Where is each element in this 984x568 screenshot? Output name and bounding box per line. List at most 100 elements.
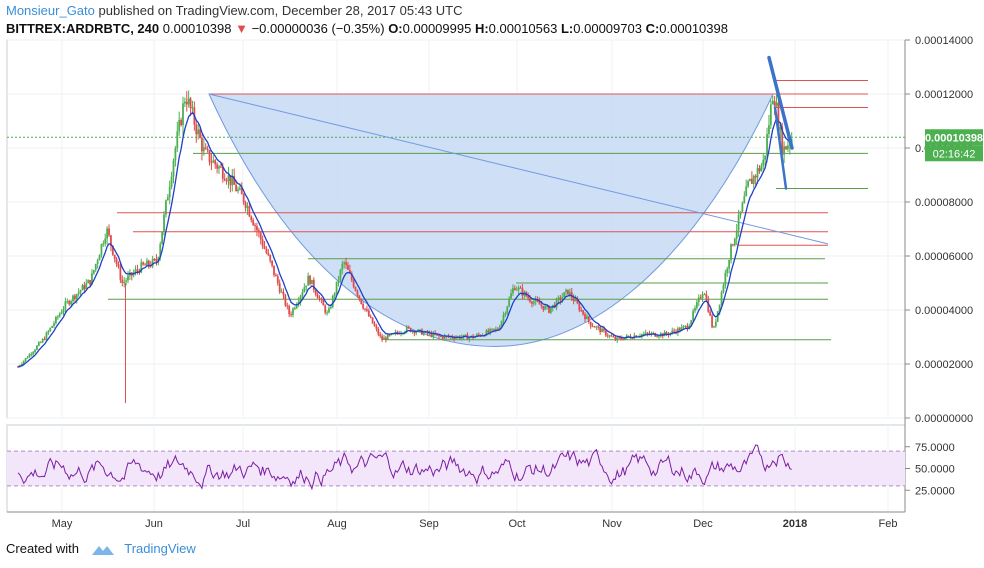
candle-body bbox=[55, 316, 57, 324]
candle-body bbox=[123, 281, 126, 284]
candle-body bbox=[331, 295, 334, 307]
candle-body bbox=[259, 232, 262, 240]
candle-body bbox=[642, 333, 645, 335]
candle-body bbox=[66, 301, 69, 303]
y-tick-label: 0.00006000 bbox=[915, 251, 973, 263]
candle-body bbox=[24, 358, 27, 361]
candle-body bbox=[153, 259, 156, 261]
candle-body bbox=[204, 147, 207, 149]
candle-body bbox=[680, 327, 683, 331]
candle-body bbox=[493, 328, 495, 330]
candle-body bbox=[546, 305, 548, 307]
candle-body bbox=[39, 342, 42, 344]
low-value: 0.00009703 bbox=[573, 21, 642, 36]
candle-body bbox=[432, 332, 435, 337]
candle-body bbox=[227, 175, 230, 182]
candle-body bbox=[568, 291, 571, 295]
candle-body bbox=[671, 330, 674, 333]
candle-body bbox=[155, 259, 158, 263]
candle-body bbox=[591, 326, 594, 328]
candle-body bbox=[117, 264, 120, 267]
tradingview-link[interactable]: TradingView bbox=[124, 541, 196, 556]
candle-body bbox=[36, 345, 38, 350]
candle-body bbox=[563, 292, 566, 298]
candle-body bbox=[324, 305, 327, 313]
candle-body bbox=[102, 243, 105, 245]
last-price-badge bbox=[925, 129, 983, 146]
candle-body bbox=[718, 304, 721, 312]
candle-body bbox=[170, 176, 173, 187]
candle-body bbox=[606, 335, 609, 337]
candle-body bbox=[339, 269, 342, 281]
candle-body bbox=[111, 245, 114, 255]
candle-body bbox=[635, 335, 638, 338]
candle-body bbox=[381, 336, 383, 340]
candle-body bbox=[278, 283, 281, 293]
candle-body bbox=[603, 328, 605, 331]
candle-body bbox=[386, 334, 389, 340]
candle-body bbox=[589, 321, 592, 327]
candle-body bbox=[405, 326, 408, 332]
candle-body bbox=[743, 196, 746, 203]
candle-body bbox=[783, 146, 786, 155]
candle-body bbox=[379, 334, 382, 337]
candle-body bbox=[773, 100, 776, 106]
candle-body bbox=[521, 288, 524, 296]
candle-body bbox=[766, 134, 768, 156]
candle-body bbox=[604, 330, 607, 336]
candle-body bbox=[646, 332, 649, 334]
candle-body bbox=[709, 311, 712, 316]
candle-body bbox=[182, 103, 184, 126]
candle-body bbox=[161, 231, 164, 245]
candle-body bbox=[369, 316, 372, 318]
candle-body bbox=[455, 337, 457, 339]
candle-body bbox=[599, 327, 602, 333]
candle-body bbox=[337, 280, 340, 282]
candle-body bbox=[436, 334, 438, 336]
candle-body bbox=[72, 295, 74, 302]
y-tick-label: 0.00000000 bbox=[915, 413, 973, 425]
candle-body bbox=[682, 326, 685, 328]
candle-body bbox=[282, 291, 285, 296]
author-link[interactable]: Monsieur_Gato bbox=[6, 3, 95, 18]
candle-body bbox=[618, 337, 621, 339]
candle-body bbox=[781, 126, 784, 155]
candle-body bbox=[147, 260, 150, 266]
candle-body bbox=[64, 301, 67, 310]
candle-body bbox=[301, 292, 304, 296]
candle-body bbox=[96, 260, 99, 264]
candle-body bbox=[81, 285, 84, 291]
candle-body bbox=[142, 262, 145, 265]
candle-body bbox=[764, 155, 767, 160]
candle-body bbox=[299, 295, 302, 302]
rsi-tick-label: 25.0000 bbox=[915, 485, 955, 497]
candle-body bbox=[223, 178, 226, 181]
created-with-label: Created with bbox=[6, 541, 79, 556]
candle-body bbox=[288, 305, 291, 315]
open-value: 0.00009995 bbox=[402, 21, 472, 36]
moving-average-line bbox=[17, 111, 792, 368]
candle-body bbox=[373, 323, 376, 327]
candle-body bbox=[601, 328, 603, 333]
candle-body bbox=[771, 100, 774, 105]
candle-body bbox=[703, 294, 706, 296]
candle-body bbox=[576, 299, 579, 304]
candle-body bbox=[722, 285, 725, 293]
candle-body bbox=[231, 176, 234, 186]
candle-body bbox=[616, 337, 619, 341]
candle-body bbox=[178, 119, 181, 132]
candle-body bbox=[694, 307, 696, 312]
candle-body bbox=[567, 289, 569, 295]
candle-body bbox=[415, 331, 418, 334]
candle-body bbox=[779, 126, 782, 131]
rsi-tick-label: 50.0000 bbox=[915, 464, 955, 476]
candle-body bbox=[578, 303, 581, 311]
candle-body bbox=[711, 315, 713, 328]
candle-body bbox=[745, 186, 748, 197]
candle-body bbox=[441, 336, 444, 339]
candle-body bbox=[430, 332, 433, 337]
candle-body bbox=[714, 321, 717, 327]
candle-body bbox=[34, 349, 36, 353]
down-arrow-icon: ▼ bbox=[235, 21, 248, 36]
